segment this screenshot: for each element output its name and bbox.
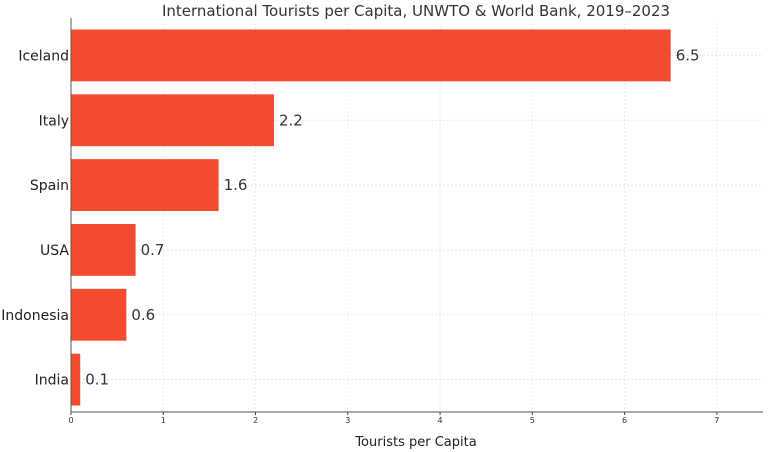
data-label: 2.2 — [279, 111, 303, 129]
data-label: 0.7 — [141, 241, 165, 259]
bar-usa — [71, 223, 136, 276]
bars-layer — [71, 29, 671, 406]
labels-layer: 0 1 2 3 4 5 6 7 Iceland 6.5 Italy 2.2 Spain 1.6 USA 0.7… — [1, 46, 719, 425]
bar-india — [71, 353, 81, 406]
bar-indonesia — [71, 288, 127, 341]
bar-italy — [71, 94, 274, 147]
bar-spain — [71, 159, 219, 212]
x-tick-label: 2 — [253, 416, 258, 425]
x-tick-label: 1 — [161, 416, 166, 425]
x-tick-label: 3 — [345, 416, 350, 425]
axes-layer — [70, 18, 763, 415]
category-label: India — [35, 373, 69, 389]
chart-title: International Tourists per Capita, UNWTO… — [162, 2, 670, 20]
x-tick-label: 7 — [714, 416, 719, 425]
x-axis-label: Tourists per Capita — [354, 435, 476, 450]
x-tick-label: 4 — [438, 416, 443, 425]
category-label: USA — [40, 243, 69, 259]
x-tick-label: 5 — [530, 416, 535, 425]
category-label: Spain — [30, 178, 69, 194]
x-tick-label: 0 — [68, 416, 73, 425]
bar-iceland — [71, 29, 671, 82]
data-label: 6.5 — [676, 46, 700, 64]
category-label: Italy — [39, 113, 69, 129]
category-label: Indonesia — [1, 308, 69, 324]
data-label: 1.6 — [224, 176, 248, 194]
data-label: 0.6 — [131, 306, 155, 324]
data-label: 0.1 — [85, 371, 109, 389]
category-label: Iceland — [18, 48, 69, 64]
x-tick-label: 6 — [622, 416, 627, 425]
